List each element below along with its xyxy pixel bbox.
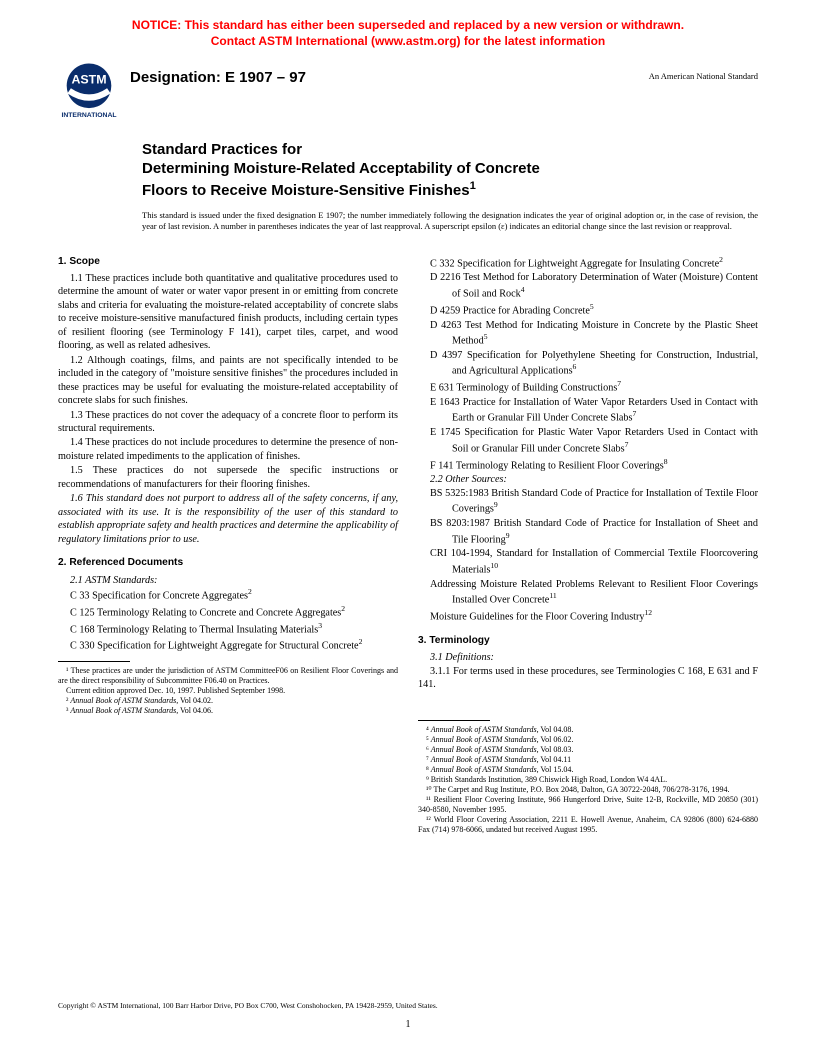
title-block: Standard Practices for Determining Moist… bbox=[142, 141, 758, 232]
scope-para: 1.1 These practices include both quantit… bbox=[58, 272, 398, 353]
footnote: ⁶ Annual Book of ASTM Standards, Vol 08.… bbox=[418, 745, 758, 755]
footnote: ¹¹ Resilient Floor Covering Institute, 9… bbox=[418, 795, 758, 815]
notice-banner: NOTICE: This standard has either been su… bbox=[0, 0, 816, 49]
scope-safety-para: 1.6 This standard does not purport to ad… bbox=[58, 492, 398, 546]
footnote: Current edition approved Dec. 10, 1997. … bbox=[58, 686, 398, 696]
scope-para: 1.2 Although coatings, films, and paints… bbox=[58, 354, 398, 408]
svg-text:INTERNATIONAL: INTERNATIONAL bbox=[61, 112, 116, 119]
reference-item: Moisture Guidelines for the Floor Coveri… bbox=[430, 608, 758, 624]
reference-item: C 332 Specification for Lightweight Aggr… bbox=[430, 255, 758, 271]
ans-label: An American National Standard bbox=[649, 61, 758, 81]
footnote: ⁴ Annual Book of ASTM Standards, Vol 04.… bbox=[418, 725, 758, 735]
reference-item: F 141 Terminology Relating to Resilient … bbox=[430, 457, 758, 473]
reference-item: C 330 Specification for Lightweight Aggr… bbox=[70, 637, 398, 653]
terminology-heading: 3. Terminology bbox=[418, 634, 758, 647]
astm-standards-subhead: 2.1 ASTM Standards: bbox=[58, 574, 398, 587]
footnote: ¹⁰ The Carpet and Rug Institute, P.O. Bo… bbox=[418, 785, 758, 795]
reference-item: E 1745 Specification for Plastic Water V… bbox=[430, 426, 758, 455]
reference-item: D 4263 Test Method for Indicating Moistu… bbox=[430, 319, 758, 348]
reference-item: E 1643 Practice for Installation of Wate… bbox=[430, 396, 758, 425]
footnote: ⁵ Annual Book of ASTM Standards, Vol 06.… bbox=[418, 735, 758, 745]
terminology-para: 3.1.1 For terms used in these procedures… bbox=[418, 665, 758, 692]
reference-item: Addressing Moisture Related Problems Rel… bbox=[430, 578, 758, 607]
right-column: C 332 Specification for Lightweight Aggr… bbox=[418, 255, 758, 835]
astm-logo: ASTM INTERNATIONAL bbox=[58, 61, 120, 123]
scope-heading: 1. Scope bbox=[58, 255, 398, 268]
svg-text:ASTM: ASTM bbox=[71, 73, 106, 87]
reference-item: BS 5325:1983 British Standard Code of Pr… bbox=[430, 487, 758, 516]
reference-item: D 4259 Practice for Abrading Concrete5 bbox=[430, 302, 758, 318]
copyright: Copyright © ASTM International, 100 Barr… bbox=[58, 1001, 758, 1010]
body-columns: 1. Scope 1.1 These practices include bot… bbox=[0, 233, 816, 835]
left-column: 1. Scope 1.1 These practices include bot… bbox=[58, 255, 398, 835]
footnotes-right: ⁴ Annual Book of ASTM Standards, Vol 04.… bbox=[418, 725, 758, 835]
notice-line2: Contact ASTM International (www.astm.org… bbox=[211, 34, 605, 48]
footnote: ⁸ Annual Book of ASTM Standards, Vol 15.… bbox=[418, 765, 758, 775]
reference-item: BS 8203:1987 British Standard Code of Pr… bbox=[430, 517, 758, 546]
footnote: ³ Annual Book of ASTM Standards, Vol 04.… bbox=[58, 706, 398, 716]
designation: Designation: E 1907 – 97 bbox=[130, 61, 306, 86]
footnote-rule bbox=[418, 720, 490, 721]
footnote: ² Annual Book of ASTM Standards, Vol 04.… bbox=[58, 696, 398, 706]
other-sources-subhead: 2.2 Other Sources: bbox=[418, 473, 758, 486]
reference-item: C 168 Terminology Relating to Thermal In… bbox=[70, 621, 398, 637]
refdocs-heading: 2. Referenced Documents bbox=[58, 556, 398, 569]
page-number: 1 bbox=[0, 1019, 816, 1030]
footnote-rule bbox=[58, 661, 130, 662]
footnote: ¹² World Floor Covering Association, 221… bbox=[418, 815, 758, 835]
footnote: ⁷ Annual Book of ASTM Standards, Vol 04.… bbox=[418, 755, 758, 765]
reference-item: CRI 104-1994, Standard for Installation … bbox=[430, 547, 758, 576]
footnotes-left: ¹ These practices are under the jurisdic… bbox=[58, 666, 398, 716]
definitions-subhead: 3.1 Definitions: bbox=[418, 651, 758, 664]
issue-note: This standard is issued under the fixed … bbox=[142, 210, 758, 232]
footnote: ⁹ British Standards Institution, 389 Chi… bbox=[418, 775, 758, 785]
reference-item: D 2216 Test Method for Laboratory Determ… bbox=[430, 271, 758, 300]
reference-item: E 631 Terminology of Building Constructi… bbox=[430, 379, 758, 395]
reference-item: C 125 Terminology Relating to Concrete a… bbox=[70, 604, 398, 620]
scope-para: 1.3 These practices do not cover the ade… bbox=[58, 409, 398, 436]
reference-item: D 4397 Specification for Polyethylene Sh… bbox=[430, 349, 758, 378]
reference-item: C 33 Specification for Concrete Aggregat… bbox=[70, 587, 398, 603]
footnote: ¹ These practices are under the jurisdic… bbox=[58, 666, 398, 686]
scope-para: 1.4 These practices do not include proce… bbox=[58, 436, 398, 463]
notice-line1: NOTICE: This standard has either been su… bbox=[132, 18, 684, 32]
header: ASTM INTERNATIONAL Designation: E 1907 –… bbox=[0, 61, 816, 123]
standard-title: Standard Practices for Determining Moist… bbox=[142, 141, 758, 200]
scope-para: 1.5 These practices do not supersede the… bbox=[58, 464, 398, 491]
